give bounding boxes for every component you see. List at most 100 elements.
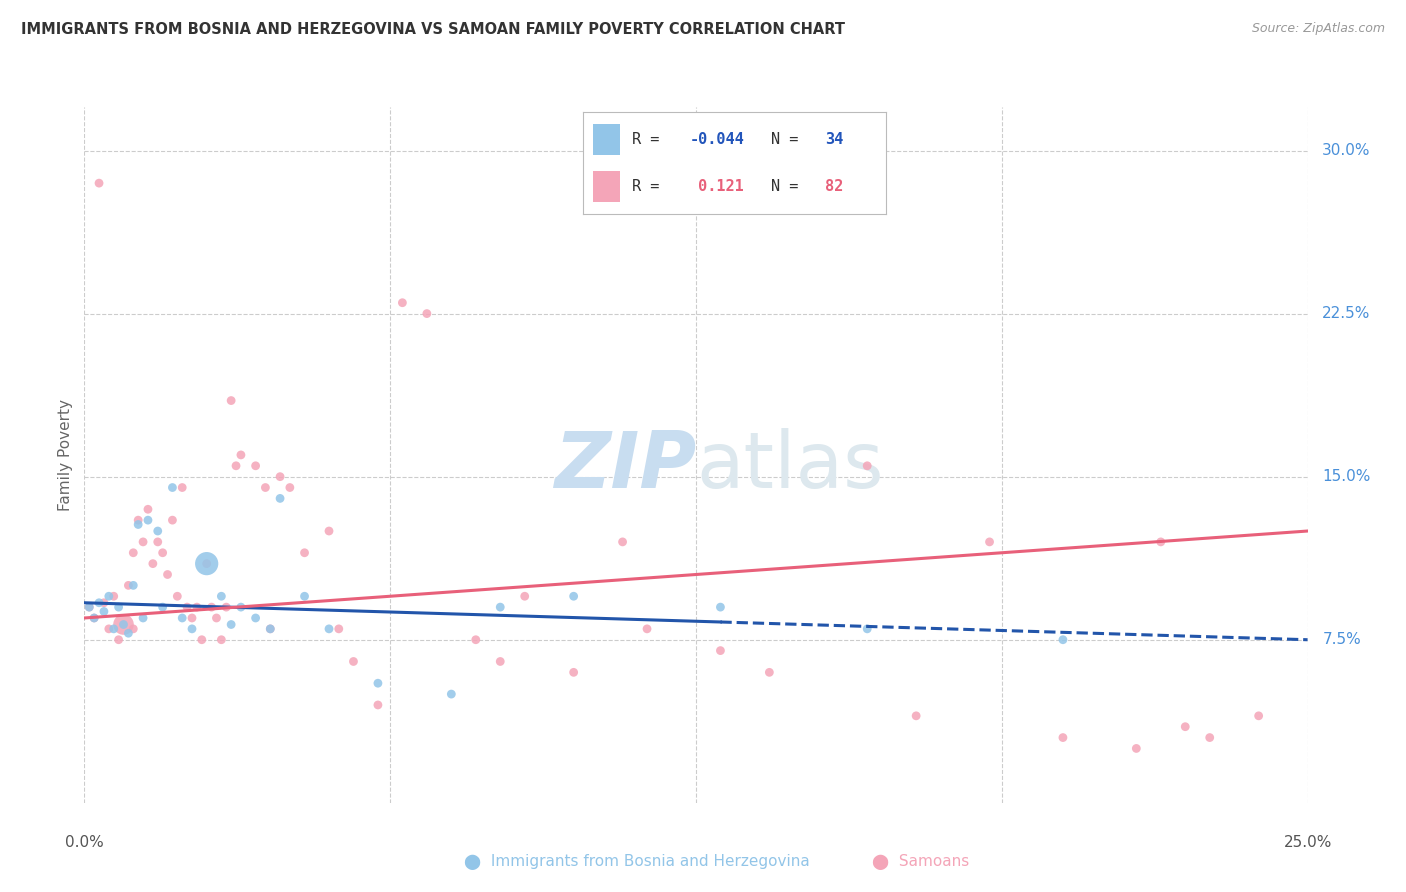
Text: 25.0%: 25.0% — [1284, 836, 1331, 850]
Bar — [592, 124, 620, 154]
Bar — [592, 171, 620, 202]
Point — [93, 596, 115, 610]
Point — [440, 687, 463, 701]
Point — [294, 546, 316, 560]
Point — [219, 617, 242, 632]
Text: IMMIGRANTS FROM BOSNIA AND HERZEGOVINA VS SAMOAN FAMILY POVERTY CORRELATION CHAR: IMMIGRANTS FROM BOSNIA AND HERZEGOVINA V… — [21, 22, 845, 37]
Point — [103, 589, 125, 603]
Point — [294, 589, 316, 603]
Point — [127, 517, 149, 532]
Text: Source: ZipAtlas.com: Source: ZipAtlas.com — [1251, 22, 1385, 36]
Point — [156, 567, 179, 582]
Point — [195, 557, 218, 571]
Text: R =: R = — [631, 179, 668, 194]
Point — [562, 589, 585, 603]
Point — [636, 622, 658, 636]
Text: 34: 34 — [825, 132, 844, 146]
Point — [122, 622, 145, 636]
Point — [513, 589, 536, 603]
Point — [464, 632, 486, 647]
Point — [489, 600, 512, 615]
Point — [269, 469, 291, 483]
Point — [107, 632, 129, 647]
Point — [1150, 535, 1173, 549]
Point — [107, 600, 129, 615]
Point — [112, 617, 135, 632]
Text: ZIP: ZIP — [554, 428, 696, 504]
Point — [152, 546, 174, 560]
Point — [142, 557, 165, 571]
Point — [1052, 731, 1074, 745]
Point — [191, 632, 214, 647]
Point — [205, 611, 228, 625]
Point — [562, 665, 585, 680]
Point — [122, 546, 145, 560]
Point — [176, 600, 198, 615]
Point — [318, 622, 340, 636]
Point — [229, 448, 252, 462]
Point — [200, 600, 222, 615]
Point — [93, 605, 115, 619]
Point — [225, 458, 247, 473]
Point — [245, 611, 267, 625]
Point — [1174, 720, 1197, 734]
Point — [195, 557, 218, 571]
Point — [166, 589, 188, 603]
Point — [758, 665, 780, 680]
Point — [1247, 708, 1270, 723]
Text: -0.044: -0.044 — [689, 132, 744, 146]
Point — [136, 513, 159, 527]
Point — [127, 513, 149, 527]
Point — [97, 622, 120, 636]
Point — [259, 622, 281, 636]
Point — [856, 622, 879, 636]
Point — [709, 600, 731, 615]
Point — [709, 643, 731, 657]
Point — [181, 611, 204, 625]
Point — [259, 622, 281, 636]
Text: N =: N = — [770, 132, 807, 146]
Point — [215, 600, 238, 615]
Point — [209, 589, 232, 603]
Text: 82: 82 — [825, 179, 844, 194]
Point — [367, 676, 389, 690]
Point — [172, 611, 194, 625]
Point — [146, 524, 169, 538]
Point — [391, 295, 413, 310]
Point — [612, 535, 634, 549]
Text: 22.5%: 22.5% — [1322, 306, 1371, 321]
Point — [117, 578, 139, 592]
Point — [103, 622, 125, 636]
Y-axis label: Family Poverty: Family Poverty — [58, 399, 73, 511]
Point — [77, 600, 100, 615]
Point — [278, 481, 301, 495]
Text: R =: R = — [631, 132, 668, 146]
Text: ⬤  Samoans: ⬤ Samoans — [872, 854, 969, 870]
Text: N =: N = — [770, 179, 807, 194]
Point — [132, 611, 155, 625]
Point — [146, 535, 169, 549]
Point — [87, 596, 110, 610]
Point — [318, 524, 340, 538]
Point — [342, 655, 364, 669]
Point — [367, 698, 389, 712]
Text: 7.5%: 7.5% — [1322, 632, 1361, 648]
Point — [172, 481, 194, 495]
Point — [87, 176, 110, 190]
Point — [856, 458, 879, 473]
Point — [181, 622, 204, 636]
Point — [328, 622, 350, 636]
Point — [122, 578, 145, 592]
Point — [162, 481, 184, 495]
Point — [209, 632, 232, 647]
Point — [186, 600, 208, 615]
Text: 30.0%: 30.0% — [1322, 143, 1371, 158]
Point — [219, 393, 242, 408]
Point — [905, 708, 928, 723]
Point — [132, 535, 155, 549]
Point — [77, 600, 100, 615]
Text: 0.0%: 0.0% — [65, 836, 104, 850]
Point — [117, 626, 139, 640]
Point — [83, 611, 105, 625]
Text: 15.0%: 15.0% — [1322, 469, 1371, 484]
